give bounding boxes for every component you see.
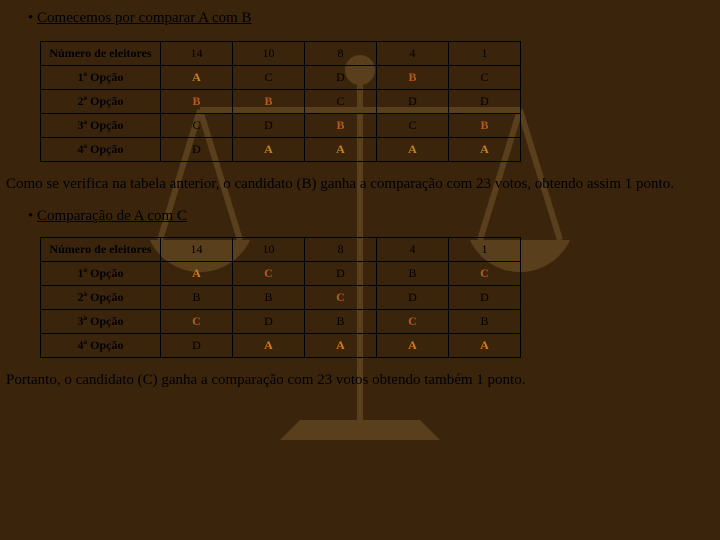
table-row: 2ª Opção BBCDD [41, 286, 521, 310]
row-header: Número de eleitores [41, 238, 161, 262]
table-row: Número de eleitores 1410841 [41, 238, 521, 262]
table-row: Número de eleitores 1410841 [41, 42, 521, 66]
row-header: 3ª Opção [41, 310, 161, 334]
table-ab: Número de eleitores 1410841 1ª Opção ACD… [40, 41, 521, 162]
table-row: 2ª Opção BBCDD [41, 90, 521, 114]
row-header: 3ª Opção [41, 114, 161, 138]
row-header: 2ª Opção [41, 90, 161, 114]
row-header: 1ª Opção [41, 262, 161, 286]
table-ac: Número de eleitores 1410841 1ª Opção ACD… [40, 237, 521, 358]
table-row: 1ª Opção ACDBC [41, 66, 521, 90]
heading-compare-ab: • Comecemos por comparar A com B [28, 10, 720, 27]
row-header: 4ª Opção [41, 334, 161, 358]
row-header: Número de eleitores [41, 42, 161, 66]
row-header: 2ª Opção [41, 286, 161, 310]
heading-compare-ac: • Comparação de A com C [28, 208, 720, 225]
table-row: 4ª Opção DAAAA [41, 334, 521, 358]
table-row: 1ª Opção ACDBC [41, 262, 521, 286]
paragraph-result-ab: Como se verifica na tabela anterior, o c… [6, 174, 714, 194]
paragraph-result-ac: Portanto, o candidato (C) ganha a compar… [6, 370, 714, 390]
row-header: 4ª Opção [41, 138, 161, 162]
table-row: 3ª Opção CDBCB [41, 310, 521, 334]
table-row: 3ª Opção CDBCB [41, 114, 521, 138]
row-header: 1ª Opção [41, 66, 161, 90]
table-row: 4ª Opção DAAAA [41, 138, 521, 162]
